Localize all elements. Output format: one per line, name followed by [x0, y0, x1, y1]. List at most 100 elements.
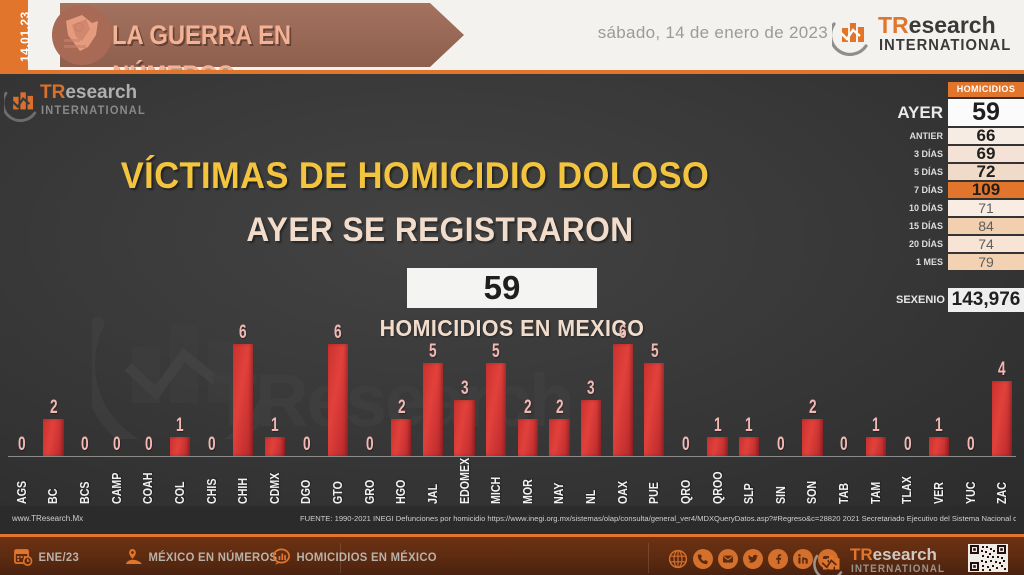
stats-row-value: 66 — [948, 127, 1024, 144]
stats-row-sexenio: SEXENIO 143,976 — [896, 288, 1024, 312]
footer-brand-name: TResearch — [850, 545, 937, 565]
chart-column: 1 QROO — [702, 292, 734, 506]
highlight-value-box: 59 — [407, 268, 597, 308]
stats-table: HOMICIDIOS AYER 59 ANTIER 66 3 DÍAS 69 5… — [896, 82, 1024, 314]
brand-tr: TR — [878, 12, 909, 38]
page-title-tail: HOMICIDIOS EN MEXICO — [379, 315, 645, 341]
chart-category-label: TAB — [836, 482, 852, 504]
stats-column-header: HOMICIDIOS — [948, 82, 1024, 97]
stats-row-ayer: AYER 59 — [896, 99, 1024, 126]
chart-category-label: CHIH — [235, 477, 251, 504]
chart-bar-value: 0 — [112, 434, 121, 455]
calendar-clock-icon — [14, 548, 33, 566]
stats-row-value: 109 — [948, 181, 1024, 198]
chart-category-label: SON — [804, 480, 820, 504]
chart-bar-value: 0 — [365, 434, 374, 455]
chart-bar — [802, 418, 823, 456]
chart-bar-value: 3 — [587, 378, 595, 399]
globe-icon[interactable] — [668, 549, 688, 569]
stats-total-value: 143,976 — [948, 288, 1024, 312]
stats-row-value: 79 — [948, 254, 1024, 270]
tresearch-mark-icon-footer — [812, 550, 856, 575]
chart-category-label: TAM — [867, 481, 883, 504]
chart-category-label: SLP — [741, 483, 757, 504]
chart-category-label: HGO — [393, 479, 409, 504]
banner: LA GUERRA EN NÚMEROS — [34, 3, 464, 90]
chart-column: 0 YUC — [955, 292, 987, 506]
chart-category-label: SIN — [772, 486, 788, 504]
tresearch-mark-icon — [829, 16, 876, 56]
chart-column: 2 NAY — [544, 292, 576, 506]
footer-chip-month[interactable]: ENE/23 — [14, 548, 79, 566]
stats-row-value: 69 — [948, 145, 1024, 162]
footer-chip-homicides[interactable]: HOMICIDIOS EN MÉXICO — [272, 548, 437, 566]
chart-bar — [169, 437, 191, 456]
chart-bar-value: 1 — [871, 415, 880, 437]
chart-bar-value: 1 — [935, 415, 943, 437]
panel-brand-name: TResearch — [40, 82, 137, 104]
chart-bar-value: 6 — [334, 322, 342, 343]
chart-category-label: YUC — [962, 481, 978, 504]
chart-bar — [233, 344, 254, 456]
chart-bar-value: 0 — [144, 434, 153, 455]
linkedin-icon[interactable] — [793, 549, 813, 569]
chart-bar — [612, 344, 633, 456]
stats-row-value: 72 — [948, 163, 1024, 180]
footer-chip-label: ENE/23 — [38, 550, 80, 564]
chart-baseline — [8, 456, 1016, 457]
footer-bar: ENE/23 MÉXICO EN NÚMEROS — [0, 534, 1024, 575]
stats-row-value: 71 — [948, 200, 1024, 216]
chart-column: 5 JAL — [417, 292, 449, 506]
chart-column: 0 CHIS — [196, 292, 228, 506]
stats-row-5dias: 5 DÍAS 72 — [896, 163, 1024, 180]
chart-column: 4 ZAC — [986, 292, 1018, 506]
stats-row-7dias: 7 DÍAS 109 — [896, 181, 1024, 198]
chart-category-label: COL — [171, 481, 187, 504]
stats-row-20dias: 20 DÍAS 74 — [896, 236, 1024, 252]
chart-column: 0 CAMP — [101, 292, 133, 506]
facebook-icon[interactable] — [768, 549, 788, 569]
chart-bar-value: 0 — [776, 434, 785, 455]
chart-bar-value: 2 — [523, 396, 532, 418]
chart-category-label: OAX — [614, 480, 630, 504]
phone-icon[interactable] — [693, 549, 713, 569]
stats-row-label: 20 DÍAS — [908, 239, 943, 249]
qr-code[interactable] — [968, 544, 1008, 572]
chart-bar-value: 1 — [713, 415, 722, 437]
chart-bar-value: 1 — [176, 415, 184, 437]
homicides-bar-chart: 0 AGS 2 BC 0 BCS 0 CAMP 0 COAH 1 COL 0 CHIS 6 CHIH 1 CDMX… — [0, 292, 1024, 506]
chart-bar-value: 0 — [17, 434, 26, 455]
twitter-icon[interactable] — [743, 549, 763, 569]
stats-header-spacer — [896, 82, 948, 97]
chart-bar-value: 3 — [460, 378, 469, 399]
chart-bar — [422, 362, 444, 456]
page-title: VÍCTIMAS DE HOMICIDIO DOLOSO — [120, 155, 710, 196]
chart-category-label: CAMP — [108, 472, 124, 504]
chart-bar-value: 1 — [270, 415, 279, 437]
chart-column: 0 COAH — [133, 292, 165, 506]
chart-category-label: QROO — [709, 471, 725, 504]
chart-column: 2 HGO — [386, 292, 418, 506]
chart-bar — [486, 362, 507, 456]
chart-bar-value: 0 — [903, 434, 912, 455]
chart-column: 0 DGO — [291, 292, 323, 506]
email-icon[interactable] — [718, 549, 738, 569]
panel-brand-tr: TR — [40, 82, 66, 103]
footer-chip-mexico[interactable]: MÉXICO EN NÚMEROS — [124, 548, 277, 566]
stats-row-10dias: 10 DÍAS 71 — [896, 200, 1024, 216]
chart-column: 6 CHIH — [227, 292, 259, 506]
chart-bar — [928, 437, 950, 456]
chart-category-label: CDMX — [266, 472, 282, 504]
chart-column: 0 QRO — [670, 292, 702, 506]
chart-category-label: QRO — [677, 479, 693, 504]
chart-column: 0 SIN — [765, 292, 797, 506]
chart-category-label: VER — [930, 482, 946, 504]
chart-bar-value: 0 — [302, 434, 311, 455]
panel-brand-esearch: esearch — [65, 82, 138, 103]
panel-brand-sub: INTERNATIONAL — [41, 103, 146, 117]
chart-bar — [992, 381, 1013, 456]
chart-category-label: ZAC — [994, 482, 1010, 504]
chart-column: 6 GTO — [322, 292, 354, 506]
footer-brand-esearch: esearch — [872, 545, 937, 564]
stats-row-label: 15 DÍAS — [908, 221, 943, 231]
